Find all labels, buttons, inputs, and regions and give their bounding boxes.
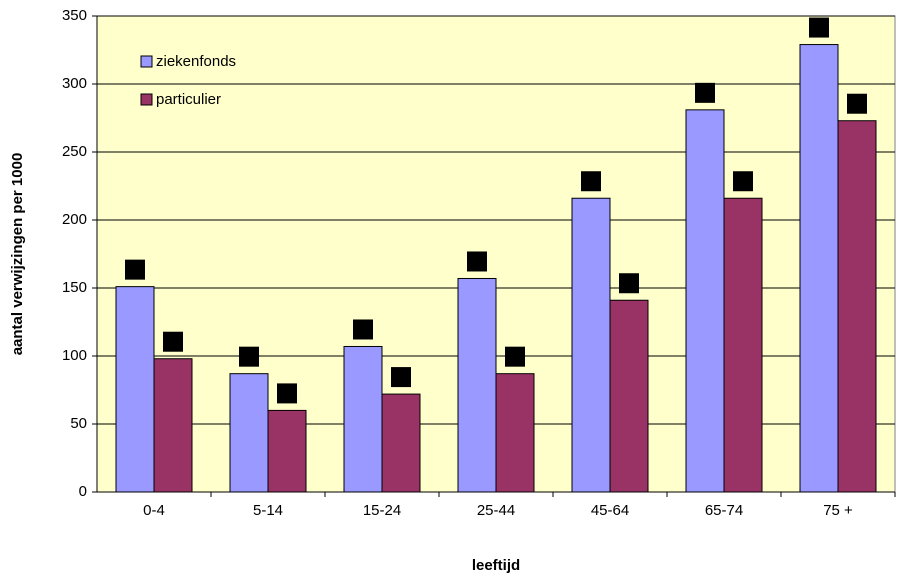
bar — [457, 277, 497, 493]
bar — [799, 44, 839, 493]
bar — [495, 373, 535, 493]
value-label-glyph — [353, 319, 373, 340]
bar — [685, 109, 725, 493]
bar — [837, 120, 877, 493]
x-tick-label: 75 + — [823, 502, 853, 519]
legend-label: ziekenfonds — [156, 53, 236, 70]
value-label-glyph — [695, 82, 715, 103]
bar — [343, 345, 383, 493]
y-tick-label: 0 — [79, 483, 87, 500]
value-label-glyph — [809, 17, 829, 38]
value-label-glyph — [733, 171, 753, 192]
x-tick-label: 45-64 — [591, 502, 629, 519]
y-tick-label: 100 — [62, 347, 87, 364]
bar — [153, 358, 193, 493]
legend-swatch — [140, 93, 153, 106]
value-label-glyph — [163, 331, 183, 352]
y-tick-label: 250 — [62, 143, 87, 160]
bar — [267, 409, 307, 493]
bar — [571, 197, 611, 493]
y-tick-label: 200 — [62, 211, 87, 228]
value-label-glyph — [505, 346, 525, 367]
value-label-glyph — [581, 171, 601, 192]
x-tick-label: 25-44 — [477, 502, 515, 519]
y-tick-label: 350 — [62, 7, 87, 24]
bar — [115, 286, 155, 493]
x-tick-label: 5-14 — [253, 502, 283, 519]
legend-label: particulier — [156, 91, 221, 108]
value-label-glyph — [467, 251, 487, 272]
legend-swatch — [140, 55, 153, 68]
value-label-glyph — [239, 346, 259, 367]
bar — [723, 197, 763, 493]
x-tick-label: 65-74 — [705, 502, 743, 519]
bar — [381, 393, 421, 493]
value-label-glyph — [277, 383, 297, 404]
value-label-glyph — [125, 259, 145, 280]
x-tick-label: 15-24 — [363, 502, 401, 519]
bar — [609, 299, 649, 493]
bar — [229, 373, 269, 493]
y-axis-label: aantal verwijzingen per 1000 — [9, 153, 26, 356]
value-label-glyph — [847, 93, 867, 114]
y-tick-label: 300 — [62, 75, 87, 92]
y-tick-label: 150 — [62, 279, 87, 296]
y-tick-label: 50 — [70, 415, 87, 432]
x-tick-label: 0-4 — [143, 502, 165, 519]
value-label-glyph — [619, 273, 639, 294]
value-label-glyph — [391, 367, 411, 388]
x-axis-label: leeftijd — [472, 557, 520, 574]
